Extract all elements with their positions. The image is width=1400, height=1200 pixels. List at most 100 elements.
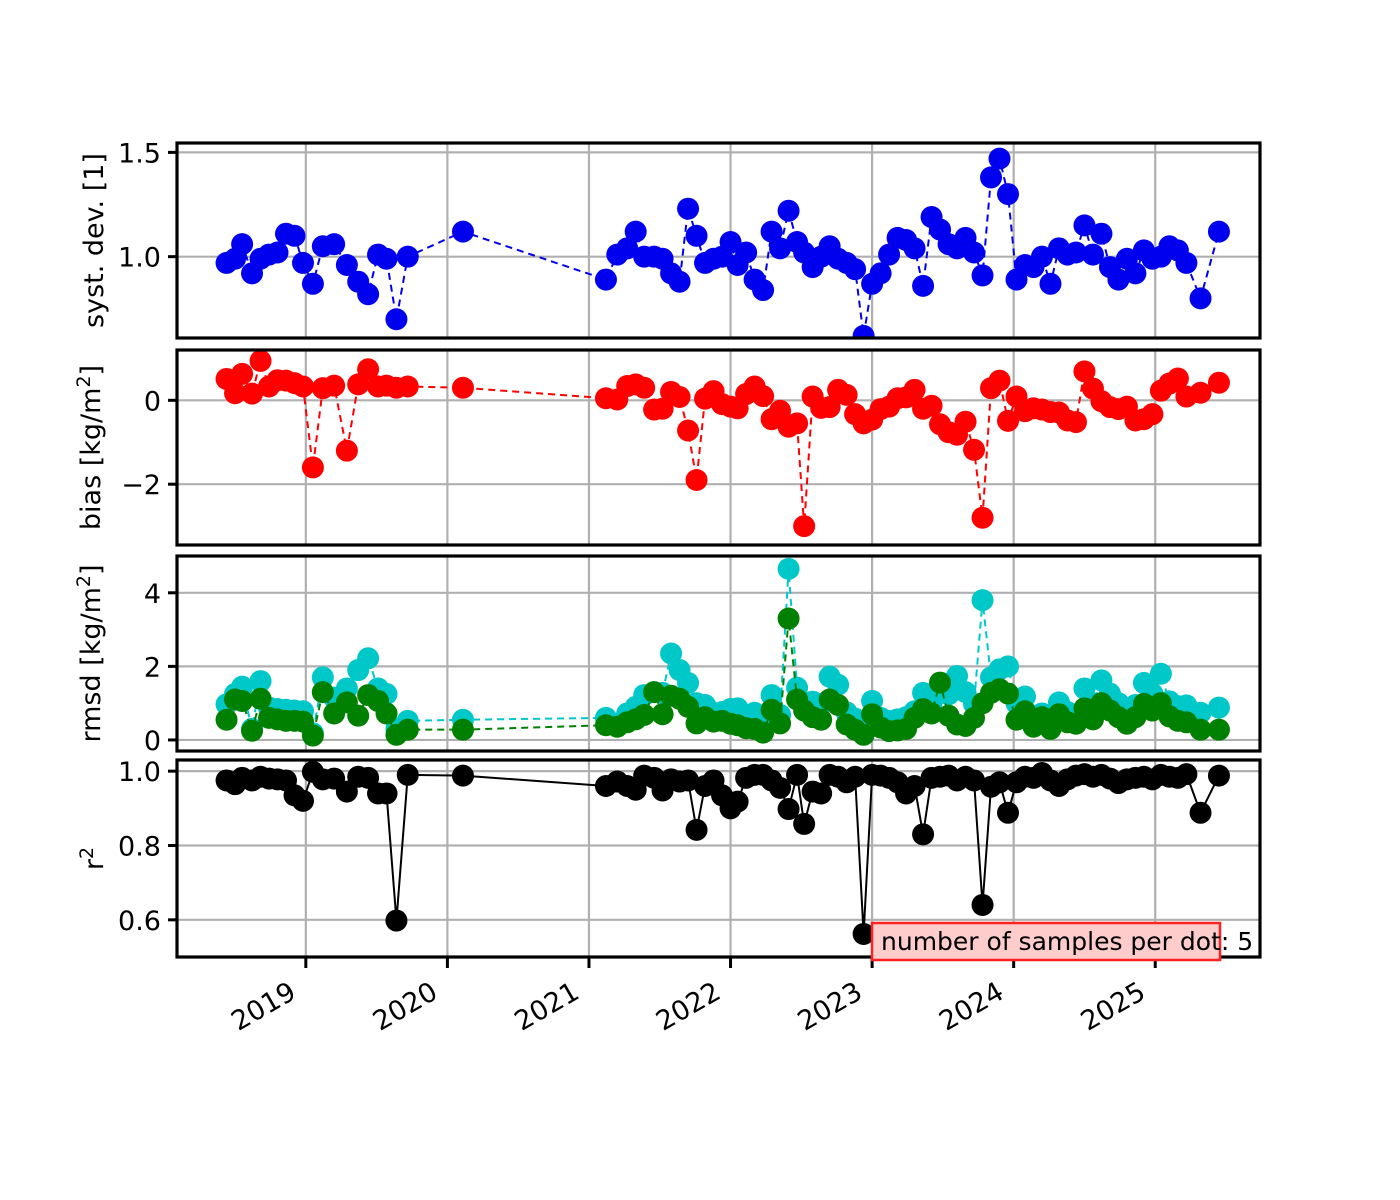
data-point <box>777 798 800 821</box>
data-point <box>810 708 833 731</box>
data-point <box>835 383 858 406</box>
data-point <box>1090 222 1113 245</box>
y-tick-label-bias-1: −2 <box>121 470 161 501</box>
x-tick-label-0: 2019 <box>226 976 301 1037</box>
y-tick-label-r2-1: 0.8 <box>118 831 161 862</box>
data-point <box>818 396 841 419</box>
data-point <box>997 183 1020 206</box>
data-point <box>793 812 816 835</box>
data-point <box>301 456 324 479</box>
data-point <box>668 270 691 293</box>
data-point <box>735 241 758 264</box>
data-point <box>997 409 1020 432</box>
data-point <box>1073 214 1096 237</box>
data-point <box>963 241 986 264</box>
data-point <box>810 782 833 805</box>
series-rmsd-unbiased <box>215 607 1230 747</box>
data-point <box>869 262 892 285</box>
data-point <box>651 397 674 420</box>
series-syst-dev <box>215 147 1230 338</box>
data-point <box>335 254 358 277</box>
data-point <box>760 220 783 243</box>
data-point <box>1149 662 1172 685</box>
data-point <box>224 382 247 405</box>
data-point <box>903 237 926 260</box>
y-tick-label-rmsd-0: 0 <box>144 726 161 757</box>
data-point <box>283 224 306 247</box>
x-tick-label-3: 2022 <box>651 976 726 1037</box>
data-point <box>971 589 994 612</box>
data-point <box>786 763 809 786</box>
data-point <box>903 378 926 401</box>
data-point <box>1189 801 1212 824</box>
data-point <box>292 375 314 398</box>
data-point <box>1107 268 1130 291</box>
panel-background-syst-dev <box>177 143 1260 338</box>
data-point <box>920 394 943 417</box>
annotation-background <box>870 921 1222 962</box>
data-point <box>777 607 800 630</box>
y-tick-label-syst-dev-1: 1.5 <box>118 138 161 169</box>
data-point <box>954 410 977 433</box>
panel-bias: 0 −2 <box>121 348 1262 547</box>
data-point <box>1207 696 1230 719</box>
data-point <box>852 324 875 338</box>
data-point <box>726 790 749 813</box>
data-point <box>878 243 901 266</box>
data-point <box>241 382 264 405</box>
data-point <box>396 718 419 741</box>
data-point <box>1064 411 1087 434</box>
data-point <box>971 893 994 916</box>
data-point <box>920 702 943 725</box>
data-point <box>677 197 700 220</box>
data-point <box>769 237 792 260</box>
data-point <box>903 775 926 798</box>
data-point <box>752 279 775 302</box>
data-point <box>971 506 994 529</box>
data-point <box>396 763 419 786</box>
y-axis-label-syst-dev: syst. dev. [1] <box>79 153 110 328</box>
data-point <box>1189 381 1212 404</box>
data-point <box>1207 764 1230 787</box>
data-point <box>685 818 708 841</box>
data-point <box>1207 371 1230 394</box>
data-point <box>988 369 1011 392</box>
data-point <box>1175 251 1198 274</box>
data-point <box>1124 262 1147 285</box>
data-point <box>301 272 324 295</box>
data-point <box>719 231 742 254</box>
series-r2 <box>215 760 1230 945</box>
annotation-box: number of samples per dot: 5 <box>870 921 1253 962</box>
data-point <box>929 671 952 694</box>
data-point <box>375 702 398 725</box>
data-point <box>1064 241 1087 264</box>
x-tick-label-5: 2024 <box>934 976 1009 1037</box>
x-tick-label-4: 2023 <box>793 976 868 1037</box>
panel-frame-syst-dev <box>175 141 1262 340</box>
data-point <box>677 419 700 442</box>
x-tick-label-6: 2025 <box>1076 976 1151 1037</box>
data-point <box>292 251 314 274</box>
y-axis-label-r2: r2 <box>76 847 110 870</box>
data-point <box>643 681 666 704</box>
data-point <box>357 358 380 381</box>
data-point <box>827 694 850 717</box>
data-point <box>660 642 683 665</box>
data-point <box>1207 220 1230 243</box>
data-point <box>651 703 674 726</box>
data-point <box>323 374 346 397</box>
data-point <box>971 264 994 287</box>
data-point <box>633 376 656 399</box>
data-point <box>668 385 691 408</box>
data-point <box>451 718 474 741</box>
data-point <box>1207 718 1230 741</box>
panel-rmsd: 0 2 4 <box>144 554 1262 757</box>
data-point <box>852 723 875 746</box>
data-point <box>946 664 969 687</box>
data-point <box>997 655 1020 678</box>
data-point <box>1030 245 1053 268</box>
data-point <box>912 823 935 846</box>
data-point <box>385 909 408 932</box>
